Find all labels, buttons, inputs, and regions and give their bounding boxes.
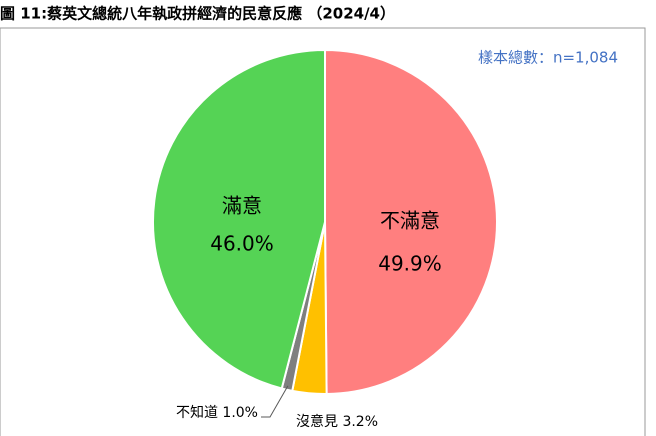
leader-line bbox=[261, 385, 289, 418]
annotation: 樣本總數：n=1,084 bbox=[478, 49, 618, 67]
chart-title: 圖 11:蔡英文總統八年執政拼經濟的民意反應 （2024/4） bbox=[0, 5, 395, 23]
value-label: 1.0% bbox=[222, 405, 258, 421]
slice-label: 滿意 bbox=[222, 194, 262, 218]
category-label: 沒意見 bbox=[296, 413, 338, 430]
slice-value-label: 49.9% bbox=[378, 252, 442, 276]
slice-label: 不滿意 bbox=[380, 209, 440, 233]
slice-value-label: 46.0% bbox=[210, 232, 274, 256]
pie-slice bbox=[324, 48, 498, 396]
slice-label: 沒意見 3.2% bbox=[296, 413, 378, 430]
pie-slice bbox=[152, 48, 326, 390]
value-label: 3.2% bbox=[342, 414, 378, 430]
chart-frame bbox=[0, 27, 646, 436]
category-label: 不知道 bbox=[176, 404, 218, 421]
slice-label: 不知道 1.0% bbox=[176, 404, 258, 421]
